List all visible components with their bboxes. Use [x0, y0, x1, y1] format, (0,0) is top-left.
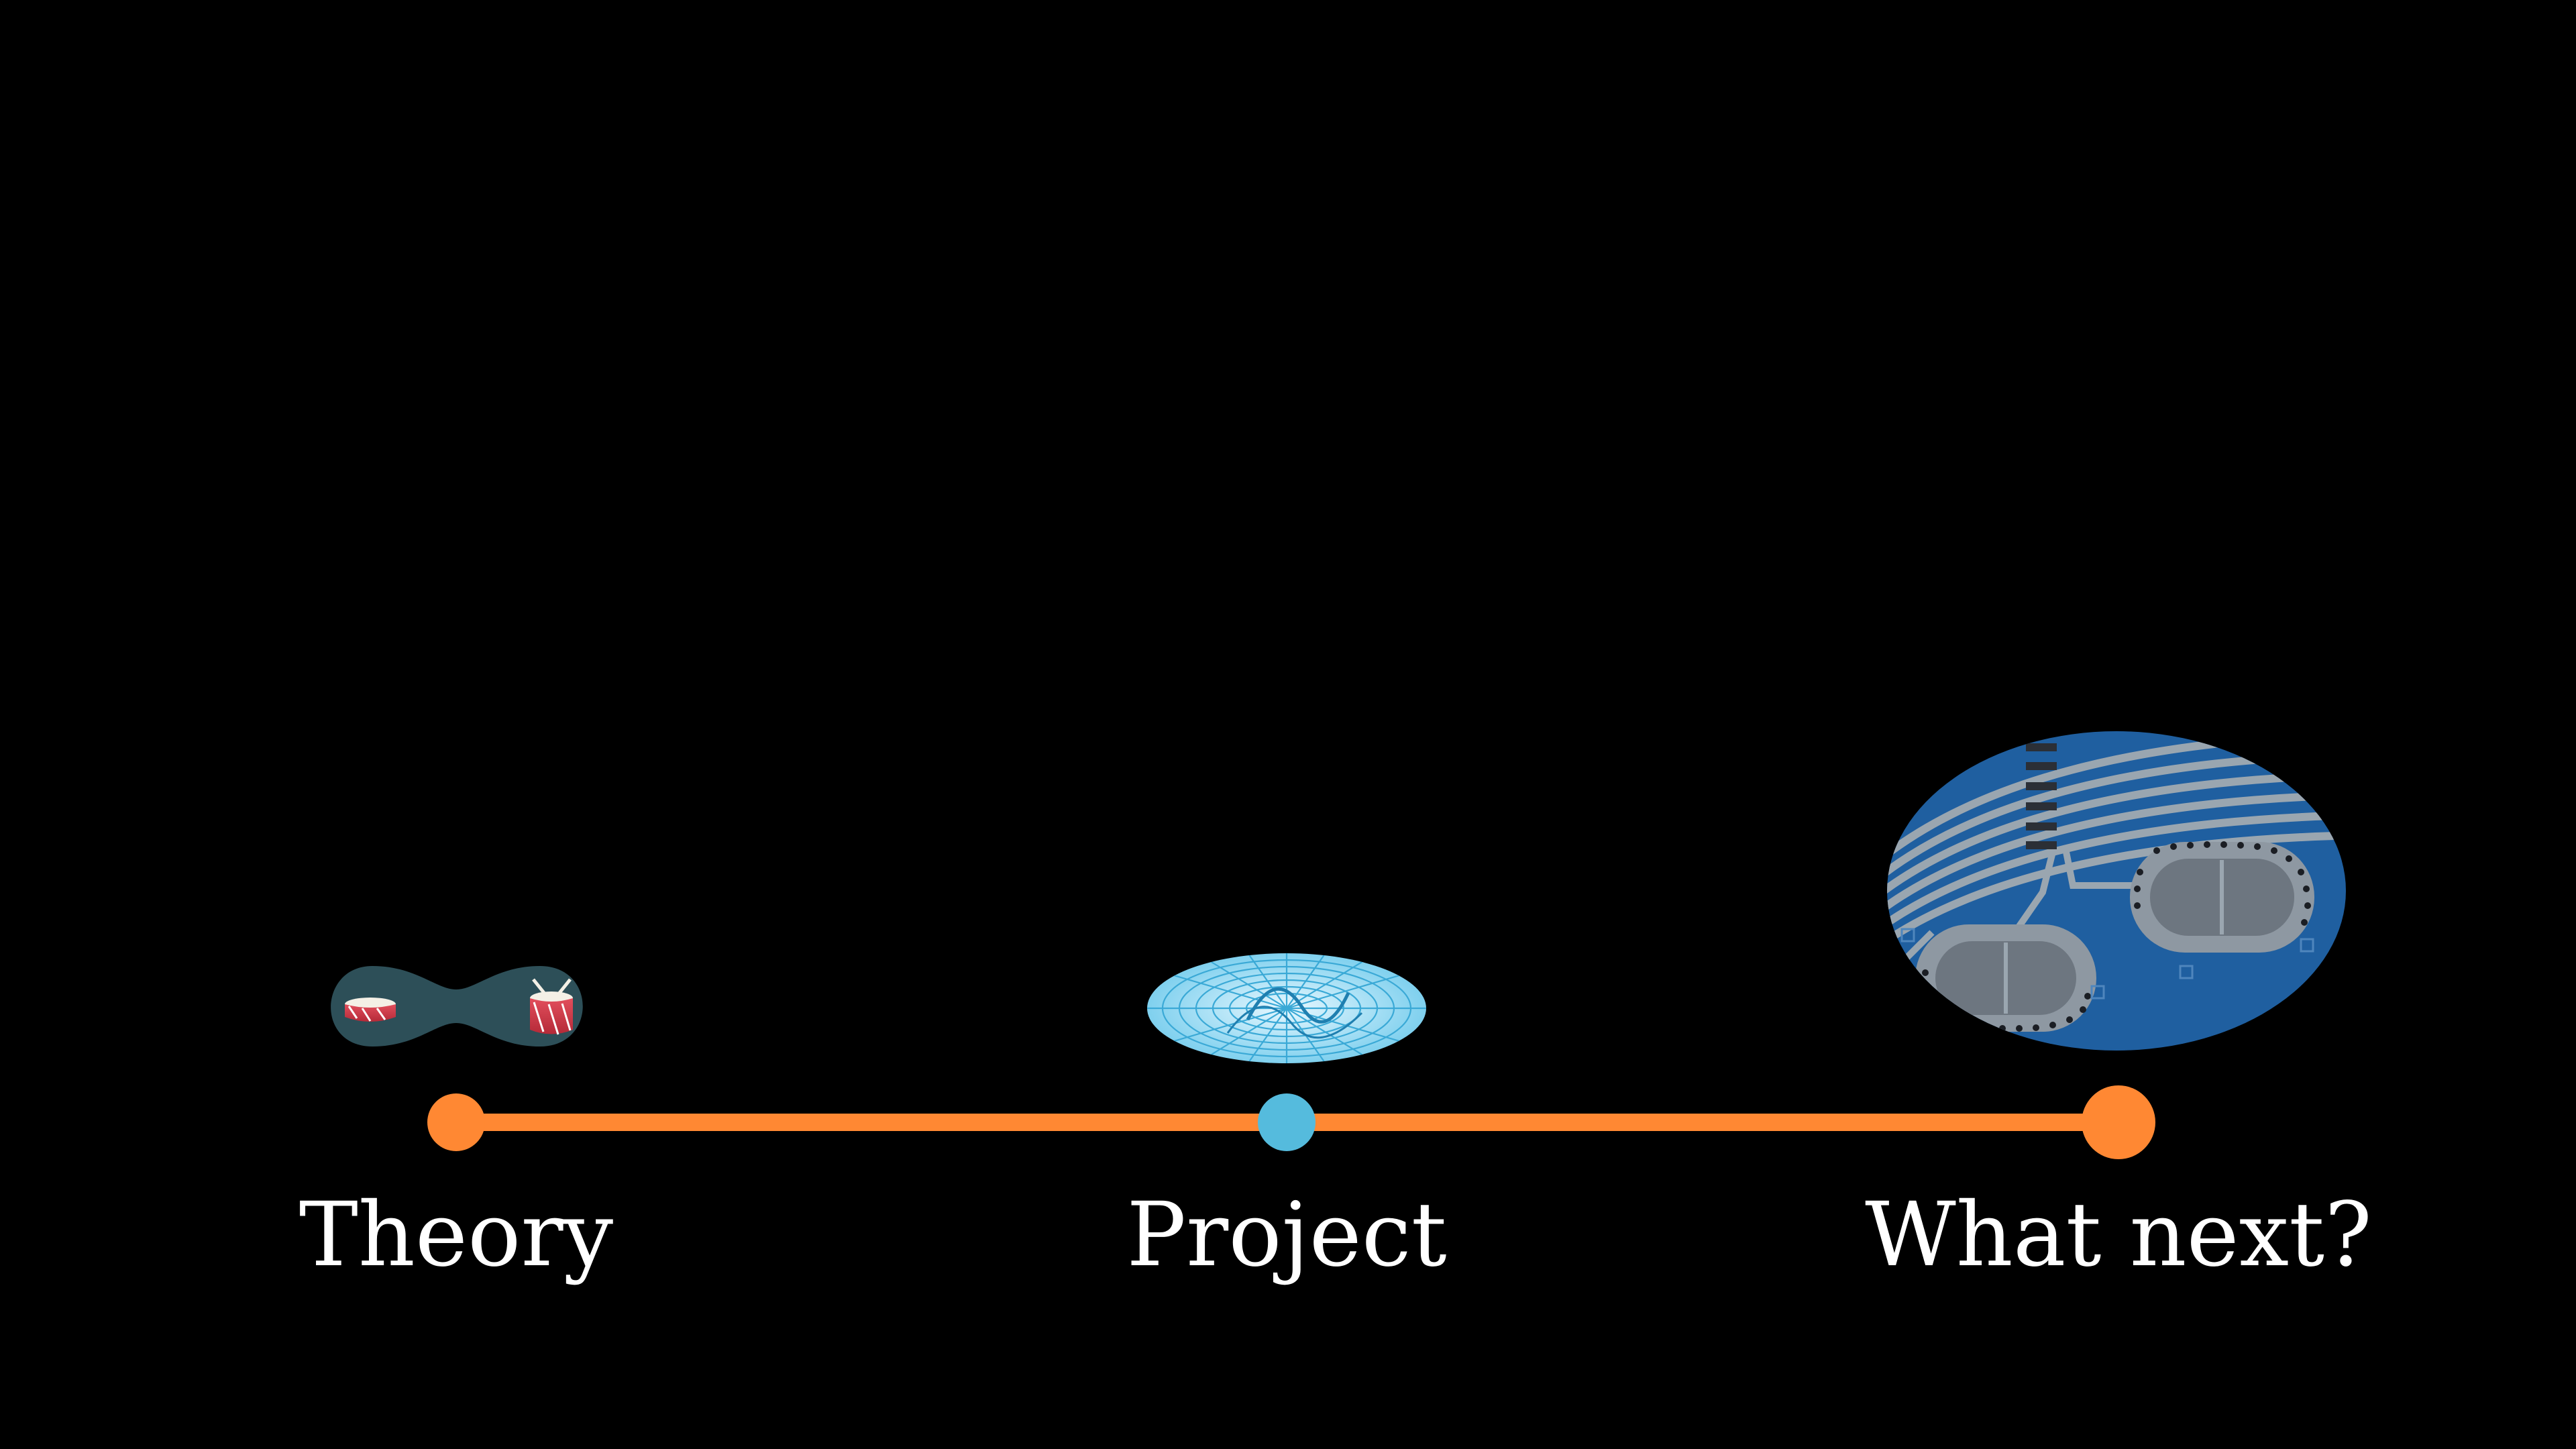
timeline-label-theory: Theory [299, 1183, 614, 1287]
timeline-dot-theory[interactable] [427, 1093, 485, 1151]
wireframe-membrane-icon [1147, 953, 1426, 1063]
timeline-label-what-next: What next? [1865, 1183, 2372, 1287]
drums-icon [331, 966, 583, 1046]
chip-micrograph-icon [1887, 731, 2346, 1051]
timeline-dot-what-next[interactable] [2082, 1085, 2155, 1159]
timeline-dot-project[interactable] [1258, 1093, 1316, 1151]
timeline-label-project: Project [1126, 1183, 1447, 1287]
